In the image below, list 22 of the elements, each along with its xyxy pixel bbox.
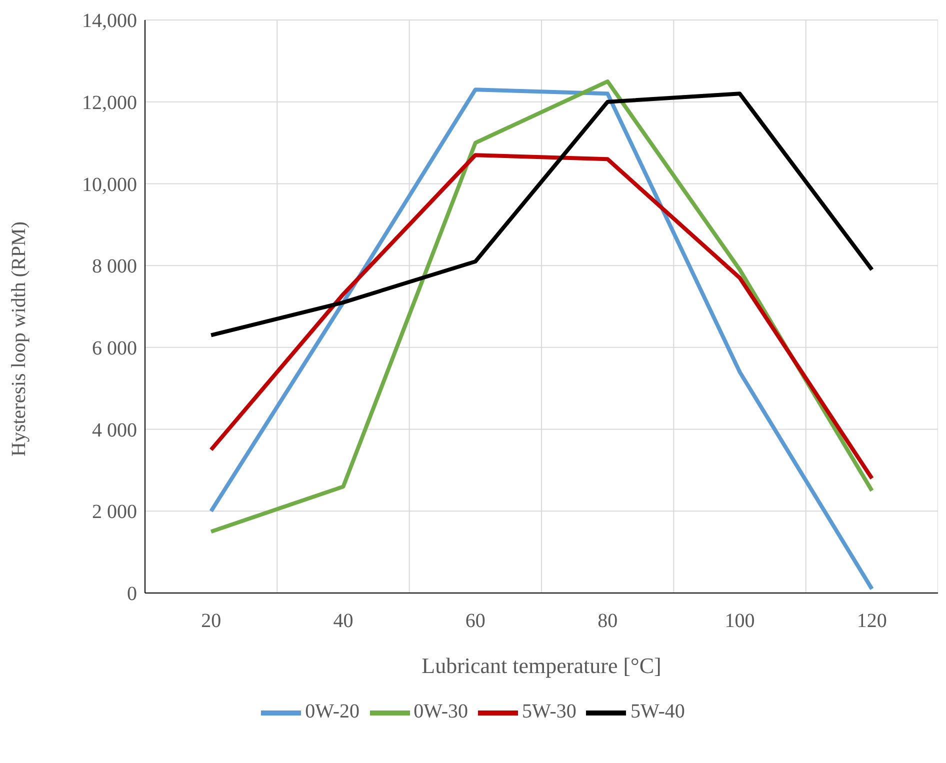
x-tick-label: 100 — [724, 610, 755, 632]
legend-label: 5W-40 — [630, 700, 685, 723]
x-tick-label: 20 — [201, 610, 222, 632]
legend-label: 0W-30 — [414, 700, 468, 723]
y-tick-label: 4 000 — [92, 419, 137, 442]
y-tick-label: 0 — [127, 583, 137, 606]
line-series — [209, 153, 874, 480]
y-tick-label: 10,000 — [82, 174, 137, 196]
legend-label: 0W-20 — [305, 700, 360, 723]
x-axis-title: Lubricant temperature [°C] — [422, 653, 662, 678]
x-tick-label: 60 — [465, 610, 486, 632]
y-tick-label: 12,000 — [82, 92, 137, 114]
x-tick-label: 120 — [856, 610, 887, 632]
x-tick-label: 80 — [598, 610, 618, 632]
legend-label: 5W-30 — [522, 700, 576, 723]
x-tick-label: 40 — [333, 610, 354, 632]
y-tick-label: 8 000 — [92, 256, 137, 278]
y-axis-title: Hysteresis loop width (RPM) — [8, 222, 30, 456]
y-tick-label: 2 000 — [92, 501, 137, 524]
y-tick-label: 6 000 — [92, 338, 137, 360]
y-tick-label: 14,000 — [82, 10, 137, 32]
line-series — [209, 92, 874, 338]
